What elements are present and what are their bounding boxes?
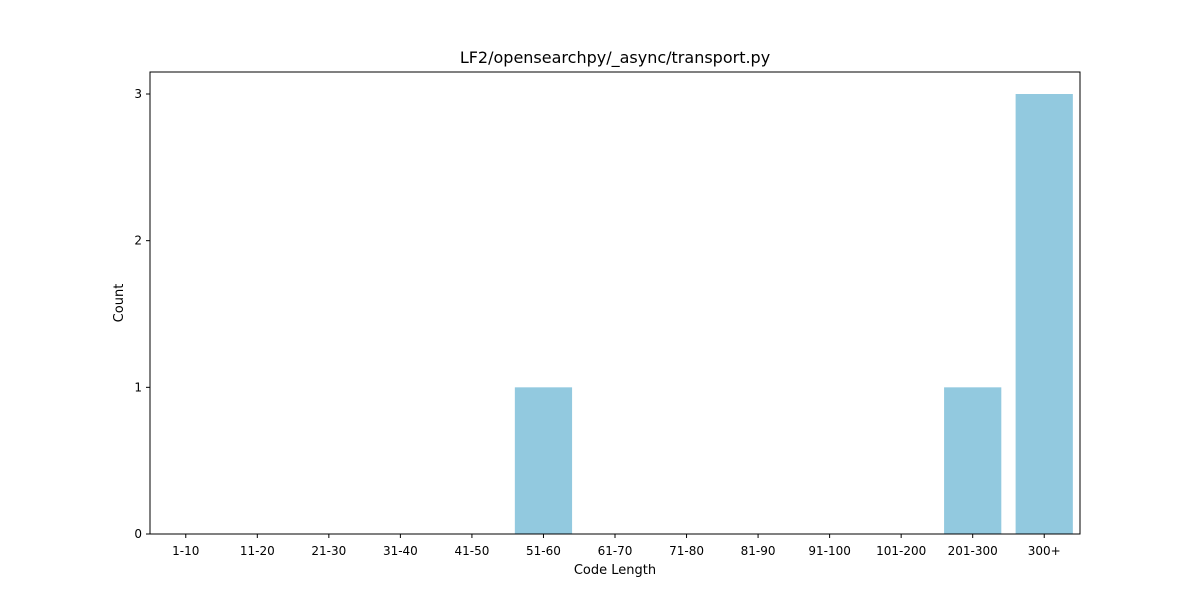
x-axis-label: Code Length <box>574 563 656 578</box>
y-tick-label: 2 <box>134 234 142 248</box>
x-tick-label: 41-50 <box>454 544 489 558</box>
x-tick-label: 101-200 <box>876 544 926 558</box>
x-tick-label: 91-100 <box>808 544 851 558</box>
bar-51-60 <box>514 387 573 534</box>
bar-300+ <box>1015 94 1073 534</box>
x-tick-label: 11-20 <box>240 544 275 558</box>
x-tick-label: 71-80 <box>669 544 704 558</box>
x-axis-ticks: 1-10 11-20 21-30 31-40 41-50 51-60 61-70 71-80 8… <box>172 534 1061 558</box>
x-tick-label: 21-30 <box>311 544 346 558</box>
y-tick-label: 1 <box>134 380 142 394</box>
y-tick-label: 0 <box>134 527 142 541</box>
y-axis-label: Count <box>112 284 127 323</box>
plot-frame <box>149 71 1081 535</box>
chart-title: LF2/opensearchpy/_async/transport.py <box>460 48 770 68</box>
x-tick-label: 300+ <box>1028 544 1061 558</box>
y-axis-ticks: 0 1 2 3 <box>134 87 150 541</box>
y-tick-label: 3 <box>134 87 142 101</box>
x-tick-label: 201-300 <box>948 544 998 558</box>
x-tick-label: 81-90 <box>741 544 776 558</box>
x-tick-label: 1-10 <box>172 544 199 558</box>
bars-group <box>514 94 1073 534</box>
x-tick-label: 61-70 <box>598 544 633 558</box>
x-tick-label: 51-60 <box>526 544 561 558</box>
bar-201-300 <box>944 387 1002 534</box>
x-tick-label: 31-40 <box>383 544 418 558</box>
